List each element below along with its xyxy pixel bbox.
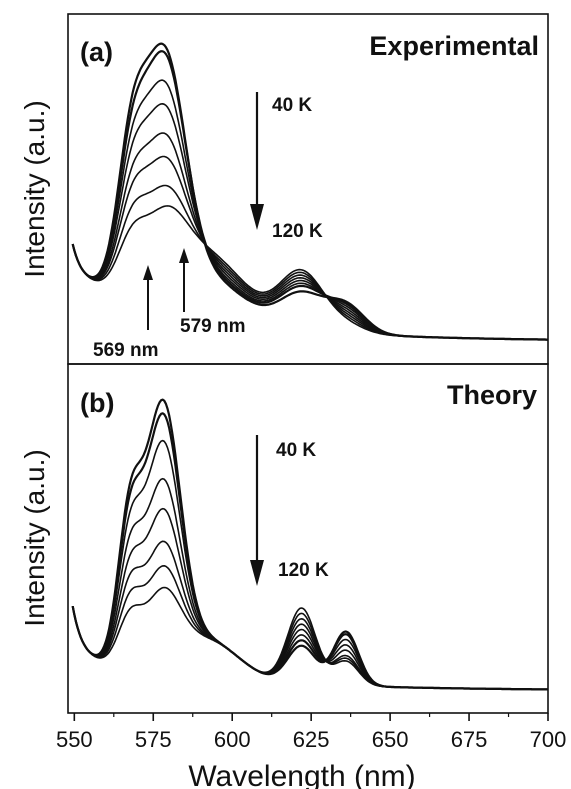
panel-b-series-5 — [71, 507, 548, 691]
x-tick-label-550: 550 — [56, 727, 93, 752]
peak-label-579: 579 nm — [180, 316, 245, 337]
peak-arrow-569-head — [143, 265, 153, 280]
peak-label-569: 569 nm — [93, 340, 158, 361]
panel-b-curves — [71, 398, 548, 691]
panel-a-series-1 — [71, 42, 548, 341]
panel-a-frame — [67, 13, 549, 365]
x-tick-label-650: 650 — [372, 727, 409, 752]
panel-a-title: Experimental — [369, 31, 539, 61]
panel-a-series-7 — [71, 184, 548, 341]
panel-a-series-3 — [71, 79, 548, 341]
panel-b: (b) Theory 40 K 120 K Intensity (a.u.) — [19, 363, 549, 714]
x-tick-label-575: 575 — [135, 727, 172, 752]
panel-b-series-7 — [71, 565, 548, 691]
panel-a-curves — [71, 42, 548, 341]
panel-a-label: (a) — [80, 37, 113, 67]
panel-b-title: Theory — [447, 380, 537, 410]
panel-b-ylabel: Intensity (a.u.) — [19, 449, 50, 626]
panel-b-series-4 — [71, 477, 548, 691]
x-tick-label-675: 675 — [451, 727, 488, 752]
peak-arrow-579 — [179, 248, 189, 312]
panel-a-ylabel: Intensity (a.u.) — [19, 100, 50, 277]
panel-a-series-8 — [71, 205, 548, 341]
arrow-a-head — [250, 204, 264, 230]
arrow-b-top-label: 40 K — [276, 440, 316, 461]
temperature-arrow-b — [250, 435, 264, 586]
arrow-b-bottom-label: 120 K — [278, 560, 329, 581]
arrow-a-top-label: 40 K — [272, 95, 312, 116]
arrow-a-bottom-label: 120 K — [272, 221, 323, 242]
panel-a: (a) Experimental 40 K 120 K 569 nm 579 n… — [19, 13, 549, 365]
peak-arrow-569 — [143, 265, 153, 330]
arrow-b-head — [250, 560, 264, 586]
x-axis: 550 575 600 625 650 675 700 — [56, 713, 566, 752]
x-tick-label-600: 600 — [214, 727, 251, 752]
panel-b-frame — [67, 363, 549, 714]
panel-a-series-6 — [71, 155, 548, 341]
peak-arrow-579-head — [179, 248, 189, 263]
panel-b-series-8 — [71, 586, 548, 691]
x-tick-label-625: 625 — [293, 727, 330, 752]
x-tick-label-700: 700 — [530, 727, 567, 752]
panel-b-label: (b) — [80, 388, 114, 418]
x-axis-label: Wavelength (nm) — [188, 760, 415, 789]
temperature-arrow-a — [250, 92, 264, 230]
